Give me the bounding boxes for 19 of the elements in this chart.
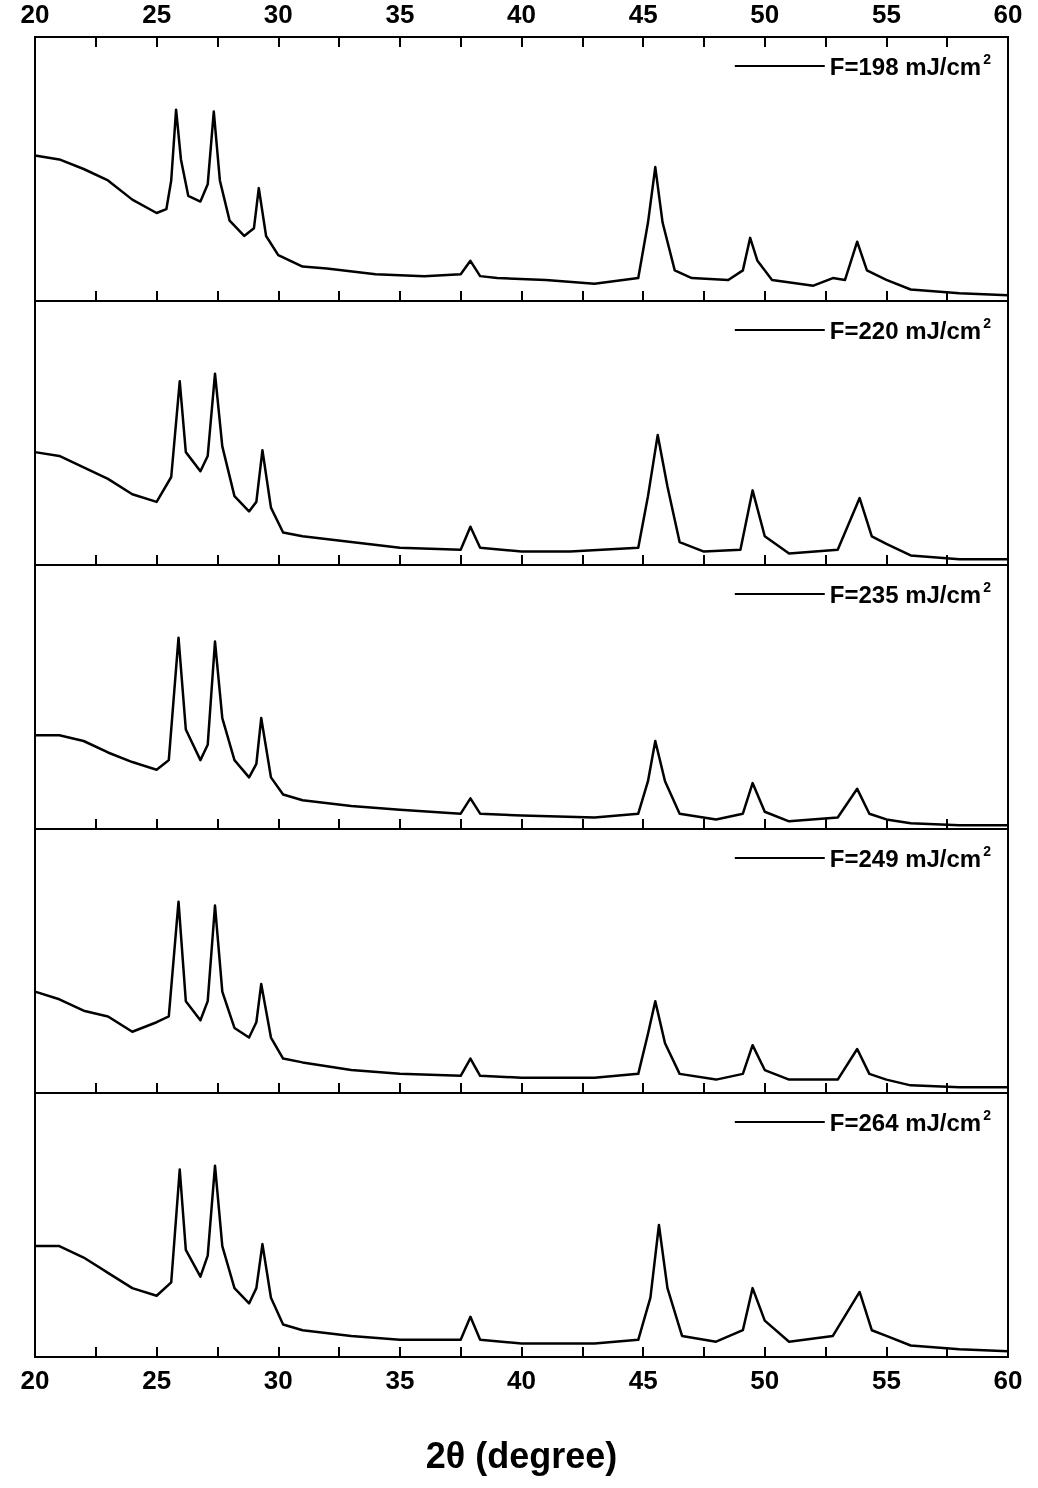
x2-tick-label: 20	[20, 0, 50, 29]
x2-tick-label: 45	[628, 0, 658, 29]
x-tick-label: 40	[507, 1365, 536, 1395]
x-tick-label: 35	[385, 1365, 415, 1395]
x-tick-label: 50	[750, 1365, 780, 1395]
x-axis-title: 2θ (degree)	[425, 1434, 618, 1476]
x-tick-label: 30	[263, 1365, 293, 1395]
x2-tick-label: 40	[507, 0, 536, 29]
x-tick-label: 45	[628, 1365, 658, 1395]
x-tick-label: 55	[871, 1365, 901, 1395]
x2-tick-label: 50	[750, 0, 780, 29]
x-tick-label: 60	[993, 1365, 1023, 1395]
x2-tick-label: 35	[385, 0, 415, 29]
x2-tick-label: 55	[871, 0, 901, 29]
x2-tick-label: 25	[142, 0, 172, 29]
x-tick-label: 20	[20, 1365, 50, 1395]
x-tick-label: 25	[142, 1365, 172, 1395]
x2-tick-label: 30	[263, 0, 293, 29]
x2-tick-label: 60	[993, 0, 1023, 29]
